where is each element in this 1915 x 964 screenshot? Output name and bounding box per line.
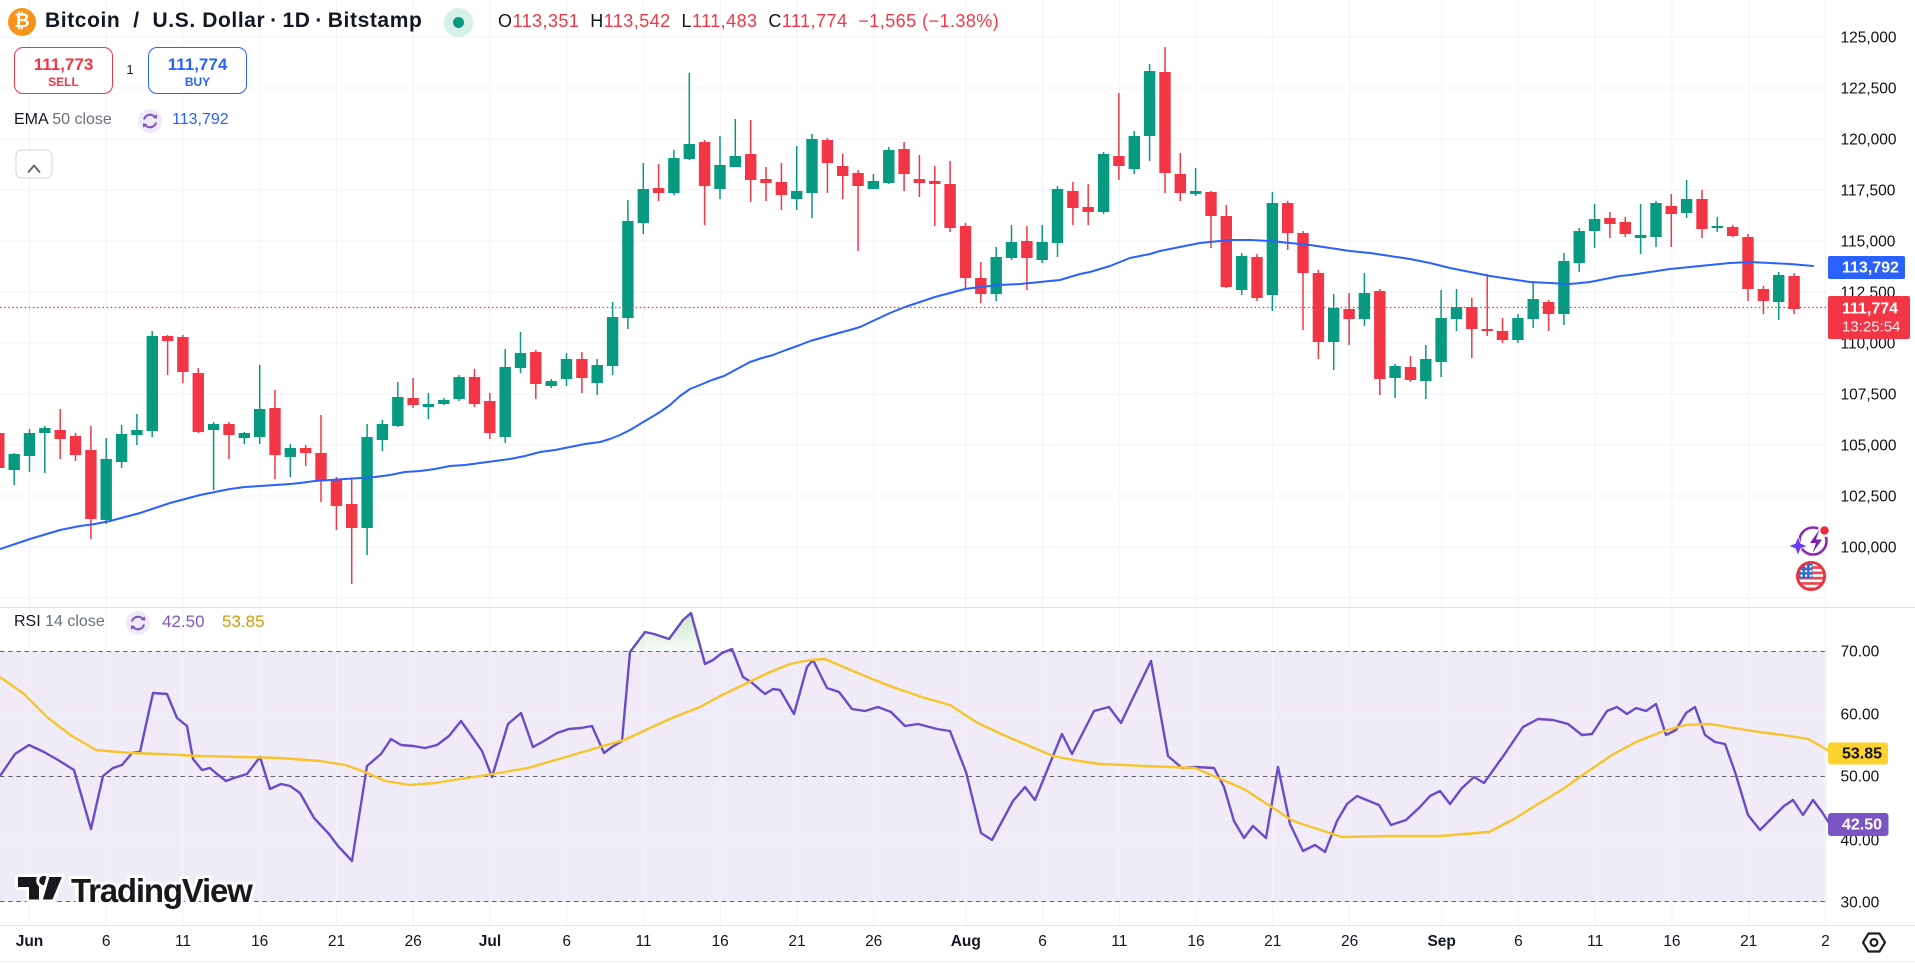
svg-text:21: 21 [788, 933, 805, 950]
svg-text:42.50: 42.50 [1842, 817, 1882, 834]
svg-text:111,774: 111,774 [1842, 301, 1898, 318]
svg-text:11: 11 [1587, 933, 1603, 950]
svg-text:50.00: 50.00 [1841, 769, 1880, 786]
svg-text:6: 6 [1038, 933, 1047, 950]
svg-text:102,500: 102,500 [1841, 489, 1897, 506]
svg-text:6: 6 [1514, 933, 1523, 950]
svg-text:Jul: Jul [479, 933, 501, 950]
svg-text:115,000: 115,000 [1841, 234, 1896, 251]
svg-text:2: 2 [1821, 933, 1830, 950]
svg-text:26: 26 [865, 933, 882, 950]
svg-text:120,000: 120,000 [1841, 132, 1897, 149]
svg-text:TradingView: TradingView [71, 872, 253, 909]
svg-text:Sep: Sep [1427, 933, 1455, 950]
svg-text:26: 26 [405, 933, 422, 950]
svg-text:113,792: 113,792 [1842, 260, 1899, 277]
svg-text:53.85: 53.85 [1842, 746, 1882, 763]
svg-text:60.00: 60.00 [1841, 707, 1880, 724]
svg-text:11: 11 [175, 933, 191, 950]
svg-text:21: 21 [1740, 933, 1757, 950]
svg-text:16: 16 [251, 933, 268, 950]
svg-text:70.00: 70.00 [1841, 644, 1880, 661]
svg-text:122,500: 122,500 [1841, 81, 1897, 98]
svg-text:105,000: 105,000 [1841, 438, 1897, 455]
svg-text:6: 6 [562, 933, 571, 950]
svg-text:16: 16 [712, 933, 729, 950]
svg-text:107,500: 107,500 [1841, 387, 1897, 404]
svg-text:40.00: 40.00 [1841, 833, 1880, 850]
svg-text:11: 11 [635, 933, 651, 950]
svg-text:125,000: 125,000 [1841, 30, 1897, 47]
svg-text:16: 16 [1187, 933, 1204, 950]
svg-text:6: 6 [102, 933, 111, 950]
svg-text:13:25:54: 13:25:54 [1842, 319, 1900, 336]
svg-text:21: 21 [1264, 933, 1281, 950]
svg-text:26: 26 [1341, 933, 1358, 950]
svg-text:16: 16 [1663, 933, 1680, 950]
svg-text:Aug: Aug [951, 933, 981, 950]
svg-text:30.00: 30.00 [1841, 895, 1880, 912]
svg-text:Jun: Jun [16, 933, 44, 950]
svg-text:100,000: 100,000 [1841, 540, 1897, 557]
svg-text:117,500: 117,500 [1841, 183, 1896, 200]
svg-text:11: 11 [1111, 933, 1127, 950]
svg-text:110,000: 110,000 [1841, 336, 1896, 353]
svg-text:21: 21 [328, 933, 345, 950]
